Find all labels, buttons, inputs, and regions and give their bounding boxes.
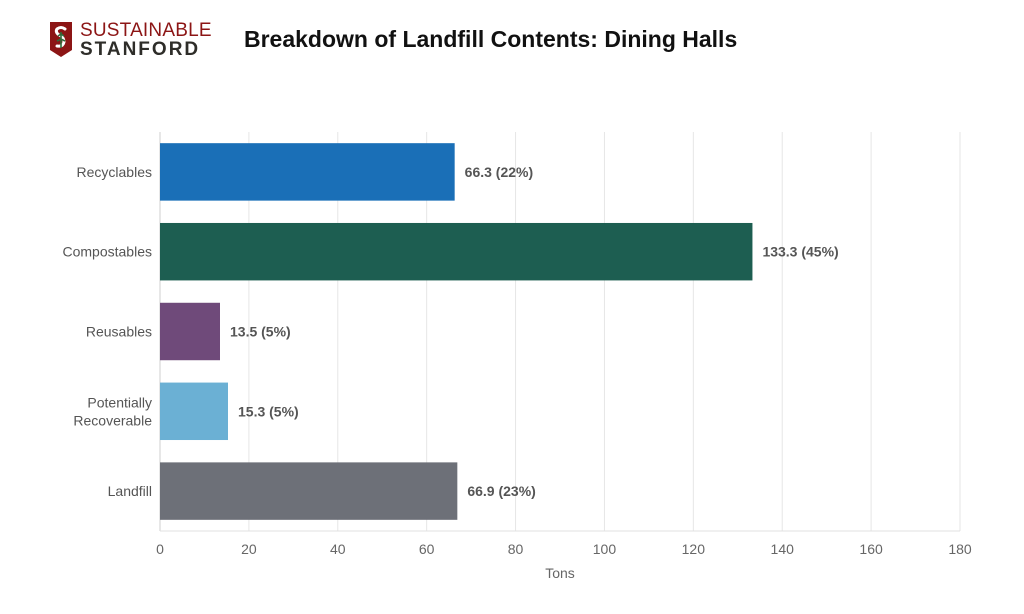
sustainable-stanford-logo: SUSTAINABLE STANFORD — [48, 20, 212, 60]
logo-line-stanford: STANFORD — [80, 39, 201, 60]
x-tick-label: 0 — [156, 541, 164, 557]
bar-data-label: 66.9 (23%) — [467, 483, 535, 499]
x-tick-label: 60 — [419, 541, 435, 557]
x-tick-label: 180 — [948, 541, 972, 557]
bar — [160, 462, 458, 520]
logo-line-sustainable: SUSTAINABLE — [80, 20, 212, 41]
bars — [160, 143, 753, 520]
bar — [160, 382, 228, 441]
category-label-line: Reusables — [86, 324, 152, 340]
x-tick-label: 20 — [241, 541, 257, 557]
bar-data-label: 66.3 (22%) — [465, 164, 533, 180]
x-tick-label: 140 — [771, 541, 795, 557]
x-tick-label: 160 — [859, 541, 883, 557]
category-label-line: Landfill — [108, 483, 152, 499]
category-label: Recyclables — [77, 164, 152, 180]
bar-data-label: 15.3 (5%) — [238, 403, 299, 419]
category-label-line: Recoverable — [73, 412, 152, 428]
stanford-s-tree-icon — [50, 22, 72, 57]
category-label-line: Compostables — [63, 244, 153, 260]
x-tick-label: 120 — [682, 541, 706, 557]
x-tick-label: 100 — [593, 541, 617, 557]
bar — [160, 222, 753, 281]
page-title: Breakdown of Landfill Contents: Dining H… — [244, 26, 738, 52]
bar — [160, 302, 220, 361]
x-axis-title: Tons — [545, 565, 575, 581]
category-label: Potentially Recoverable — [73, 394, 152, 428]
category-label: Reusables — [86, 324, 152, 340]
bar — [160, 143, 455, 201]
bar-data-label: 133.3 (45%) — [762, 244, 838, 260]
category-label: Compostables — [63, 244, 153, 260]
labels: 0 20 40 60 80 100 120 140 160 180 Tons 66.3 (22%) Re… — [63, 164, 972, 581]
x-tick-label: 40 — [330, 541, 346, 557]
bar-data-label: 13.5 (5%) — [230, 324, 291, 340]
category-label: Landfill — [108, 483, 152, 499]
category-label-line: Recyclables — [77, 164, 152, 180]
category-label-line: Potentially — [87, 394, 152, 410]
x-tick-label: 80 — [508, 541, 524, 557]
